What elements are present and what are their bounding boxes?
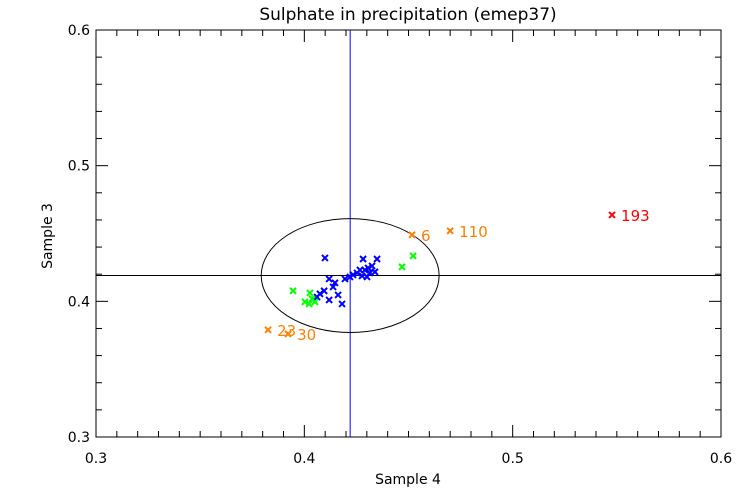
- data-point-blue: [373, 255, 381, 263]
- data-point-green: [409, 252, 417, 260]
- data-point-blue: [313, 293, 321, 301]
- x-tick-label: 0.6: [710, 451, 732, 467]
- confidence-ellipse: [260, 218, 440, 334]
- data-point-green: [301, 298, 309, 306]
- data-point-green: [289, 287, 297, 295]
- point-label: 23: [277, 322, 296, 340]
- point-label: 193: [621, 207, 650, 225]
- plot-frame: [95, 29, 722, 438]
- data-point-blue: [334, 291, 342, 299]
- y-axis-label: Sample 3: [40, 203, 56, 269]
- data-point-blue: [364, 264, 372, 272]
- y-tick-label: 0.6: [68, 23, 90, 39]
- point-label: 30: [297, 326, 316, 344]
- data-point-blue: [338, 300, 346, 308]
- point-label: 110: [459, 223, 488, 241]
- data-point-red: [608, 211, 616, 219]
- data-point-blue: [331, 279, 339, 287]
- data-point-green: [305, 300, 313, 308]
- data-point-blue: [341, 275, 349, 283]
- data-point-blue: [359, 255, 367, 263]
- x-tick-label: 0.3: [85, 451, 107, 467]
- data-point-blue: [321, 254, 329, 262]
- data-point-blue: [349, 271, 357, 279]
- data-point-blue: [368, 262, 376, 270]
- data-point-orange: [408, 231, 416, 239]
- data-point-blue: [358, 272, 366, 280]
- data-point-blue: [371, 268, 379, 276]
- data-point-green: [306, 289, 314, 297]
- data-point-green: [398, 263, 406, 271]
- data-point-orange: [446, 227, 454, 235]
- data-point-green: [308, 295, 316, 303]
- data-point-blue: [366, 269, 374, 277]
- data-point-orange: [264, 326, 272, 334]
- x-axis-label: Sample 4: [375, 472, 441, 488]
- data-point-blue: [325, 296, 333, 304]
- y-tick-label: 0.5: [68, 159, 90, 175]
- y-tick-label: 0.3: [68, 430, 90, 446]
- y-tick-label: 0.4: [68, 294, 90, 310]
- chart-title: Sulphate in precipitation (emep37): [259, 5, 556, 25]
- data-point-orange: [284, 330, 292, 338]
- x-tick-label: 0.5: [502, 451, 524, 467]
- data-point-blue: [325, 275, 333, 283]
- data-point-blue: [329, 283, 337, 291]
- point-label: 6: [421, 227, 431, 245]
- x-tick-label: 0.4: [293, 451, 315, 467]
